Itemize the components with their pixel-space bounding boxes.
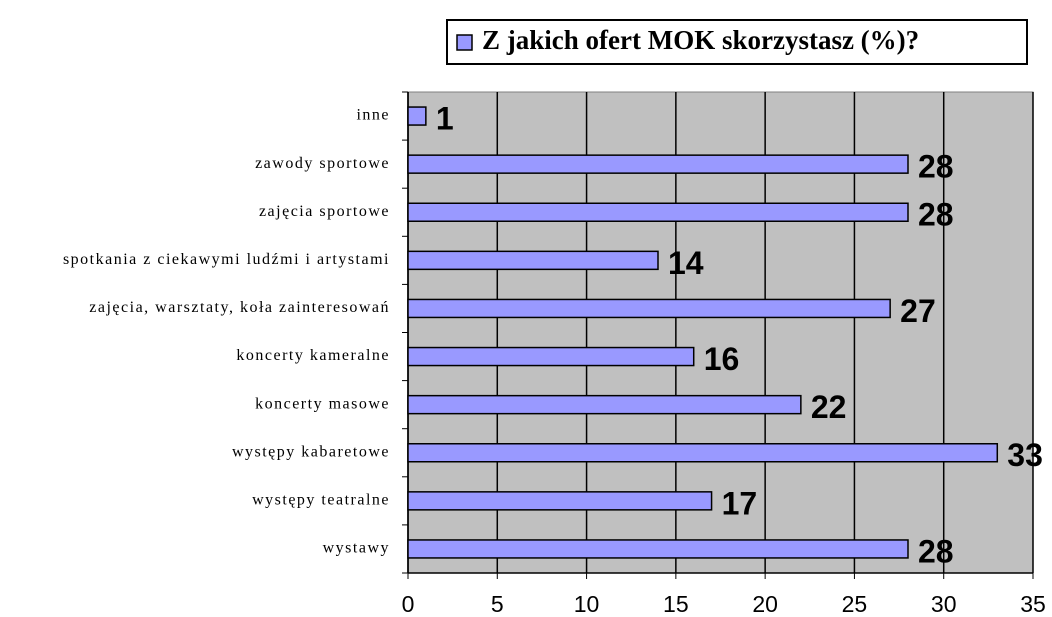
data-label: 17 bbox=[722, 485, 758, 521]
bar bbox=[407, 346, 695, 367]
x-tick-label: 20 bbox=[752, 591, 778, 617]
legend-marker bbox=[456, 34, 473, 51]
data-label: 1 bbox=[436, 101, 454, 137]
data-label: 28 bbox=[918, 197, 954, 233]
bar bbox=[407, 154, 909, 174]
x-tick-label: 35 bbox=[1020, 591, 1046, 617]
x-tick-label: 15 bbox=[663, 591, 689, 617]
y-tick-label: spotkania z ciekawymi ludźmi i artystami bbox=[63, 251, 390, 268]
x-tick-label: 25 bbox=[842, 591, 868, 617]
x-tick-label: 0 bbox=[402, 591, 415, 617]
x-tick-label: 30 bbox=[931, 591, 957, 617]
x-tick-label: 5 bbox=[491, 591, 504, 617]
bar bbox=[407, 539, 909, 559]
legend-label: Z jakich ofert MOK skorzystasz (%)? bbox=[482, 25, 919, 55]
bar bbox=[407, 491, 713, 511]
y-tick-label: wystawy bbox=[323, 540, 390, 557]
legend-box bbox=[446, 19, 1028, 65]
y-tick-label: koncerty masowe bbox=[255, 395, 390, 412]
bar bbox=[407, 106, 427, 126]
data-label: 22 bbox=[811, 389, 847, 425]
y-tick-label: zajęcia, warsztaty, koła zainteresowań bbox=[89, 299, 390, 316]
y-tick-label: występy teatralne bbox=[252, 492, 390, 509]
data-label: 28 bbox=[918, 149, 954, 185]
data-label: 33 bbox=[1007, 437, 1043, 473]
y-tick-label: koncerty kameralne bbox=[236, 347, 390, 364]
data-label: 27 bbox=[900, 293, 936, 329]
data-label: 16 bbox=[704, 341, 740, 377]
data-label: 14 bbox=[668, 245, 704, 281]
y-tick-label: zawody sportowe bbox=[255, 155, 390, 172]
y-tick-label: inne bbox=[356, 107, 390, 124]
bar bbox=[407, 250, 659, 271]
data-label: 28 bbox=[918, 533, 954, 569]
y-tick-label: występy kabaretowe bbox=[232, 443, 390, 460]
bar bbox=[407, 443, 999, 463]
bar bbox=[407, 202, 909, 222]
y-tick-label: zajęcia sportowe bbox=[259, 203, 390, 220]
bar bbox=[407, 298, 891, 319]
x-tick-label: 10 bbox=[574, 591, 600, 617]
bar bbox=[407, 394, 802, 415]
